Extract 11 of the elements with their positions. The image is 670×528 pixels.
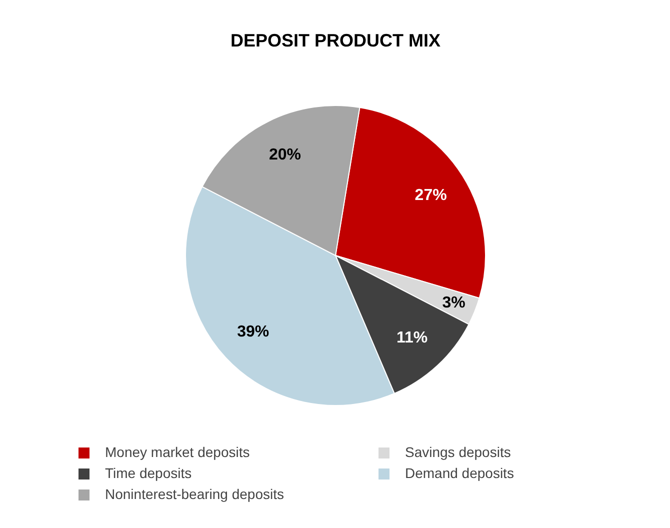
data-label: 11% (396, 329, 428, 346)
data-label: 20% (268, 146, 301, 164)
legend-label: Noninterest-bearing deposits (105, 486, 285, 502)
legend-label: Time deposits (105, 465, 193, 481)
data-label: 3% (442, 294, 466, 312)
legend-label: Demand deposits (405, 465, 515, 481)
data-label: 27% (414, 187, 447, 204)
legend-label: Savings deposits (405, 444, 512, 460)
data-label: 39% (237, 324, 270, 341)
chart-title: DEPOSIT PRODUCT MIX (230, 30, 441, 50)
legend-label: Money market deposits (105, 444, 251, 460)
